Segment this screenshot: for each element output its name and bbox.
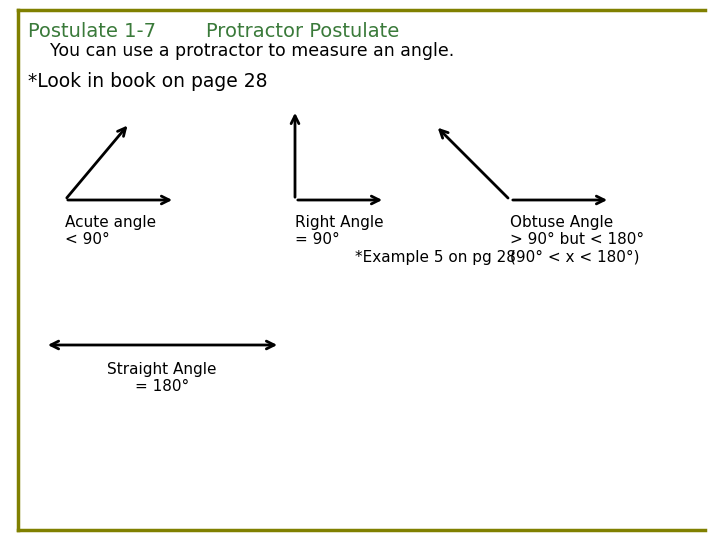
Text: You can use a protractor to measure an angle.: You can use a protractor to measure an a… <box>50 42 454 60</box>
Text: Postulate 1-7        Protractor Postulate: Postulate 1-7 Protractor Postulate <box>28 22 400 41</box>
Text: *Look in book on page 28: *Look in book on page 28 <box>28 72 268 91</box>
Text: Straight Angle
= 180°: Straight Angle = 180° <box>107 362 217 394</box>
Text: Acute angle
< 90°: Acute angle < 90° <box>65 215 156 247</box>
Text: Obtuse Angle
> 90° but < 180°
(90° < x < 180°): Obtuse Angle > 90° but < 180° (90° < x <… <box>510 215 644 265</box>
Text: *Example 5 on pg 28: *Example 5 on pg 28 <box>355 250 516 265</box>
Text: Right Angle
= 90°: Right Angle = 90° <box>295 215 384 247</box>
